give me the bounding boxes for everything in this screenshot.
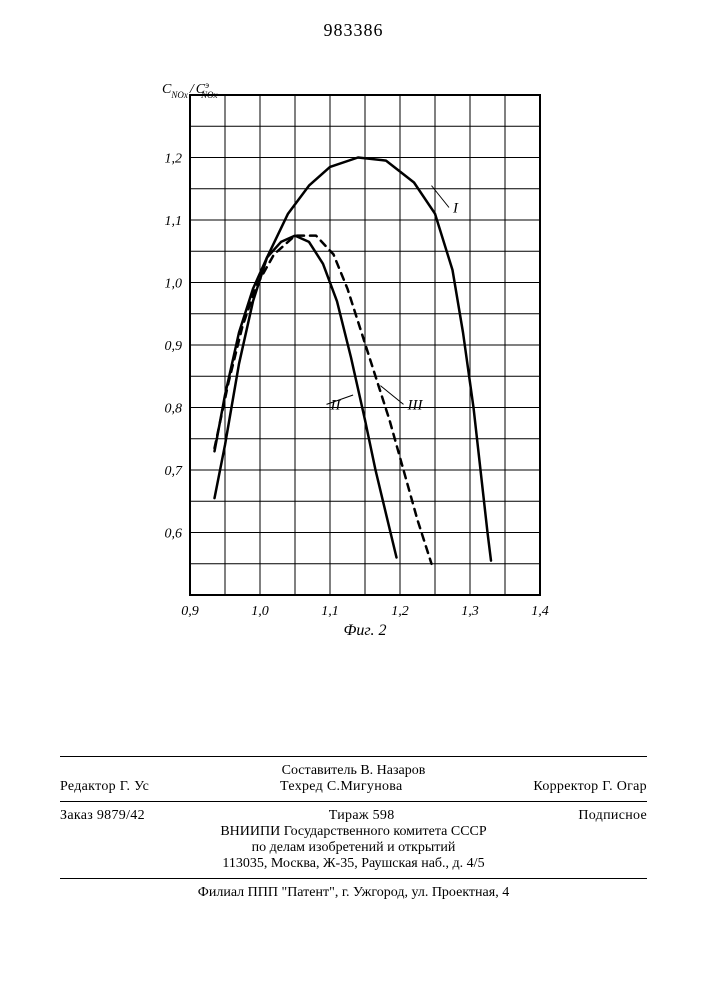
corr-label: Корректор	[533, 779, 598, 794]
editor-label: Редактор	[60, 779, 116, 794]
chart-svg: 0,91,01,11,21,31,40,60,70,80,91,01,11,2C…	[130, 75, 560, 635]
order-value: 9879/42	[97, 808, 145, 823]
footer-rule-top	[60, 756, 647, 757]
svg-text:Фиг. 2: Фиг. 2	[344, 622, 387, 635]
svg-text:0,6: 0,6	[165, 527, 183, 542]
svg-text:1,1: 1,1	[165, 214, 183, 229]
svg-text:0,9: 0,9	[181, 604, 199, 619]
footer-credits-line: Редактор Г. Ус Техред С.Мигунова Коррект…	[60, 779, 647, 795]
footer-org-2: по делам изобретений и открытий	[60, 840, 647, 856]
chart-figure: 0,91,01,11,21,31,40,60,70,80,91,01,11,2C…	[130, 75, 560, 635]
footer-rule-bot	[60, 878, 647, 879]
svg-text:I: I	[452, 201, 459, 217]
svg-text:1,0: 1,0	[165, 277, 183, 292]
subscription: Подписное	[578, 808, 647, 824]
editor-name: Г. Ус	[120, 779, 149, 794]
author-name: В. Назаров	[360, 763, 425, 778]
tech-label: Техред	[280, 779, 323, 794]
svg-text:1,4: 1,4	[531, 604, 549, 619]
svg-text:0,7: 0,7	[165, 464, 184, 479]
svg-text:1,1: 1,1	[321, 604, 339, 619]
print-value: 598	[373, 808, 395, 823]
svg-text:III: III	[407, 397, 424, 413]
author-label: Составитель	[282, 763, 357, 778]
footer-addr: 113035, Москва, Ж-35, Раушская наб., д. …	[60, 856, 647, 872]
svg-text:1,2: 1,2	[391, 604, 409, 619]
footer-block: Составитель В. Назаров Редактор Г. Ус Те…	[60, 750, 647, 901]
footer-author-line: Составитель В. Назаров	[60, 763, 647, 779]
footer-branch: Филиал ППП "Патент", г. Ужгород, ул. Про…	[60, 885, 647, 901]
corr-name: Г. Огар	[602, 779, 647, 794]
svg-text:1,3: 1,3	[461, 604, 479, 619]
tech-name: С.Мигунова	[327, 779, 403, 794]
svg-text:0,8: 0,8	[165, 402, 183, 417]
page: 983386 0,9 1,0 1,1 1,2 1,3 1,4 0,6 0,7 0,8 0,9 1,0…	[0, 0, 707, 1000]
svg-text:0,9: 0,9	[165, 339, 183, 354]
order-label: Заказ	[60, 808, 93, 823]
svg-text:1,0: 1,0	[251, 604, 269, 619]
document-number: 983386	[0, 20, 707, 41]
print-label: Тираж	[329, 808, 369, 823]
svg-text:II: II	[330, 397, 342, 413]
footer-order-line: Заказ 9879/42 Тираж 598 Подписное	[60, 808, 647, 824]
footer-rule-mid	[60, 801, 647, 802]
footer-org-1: ВНИИПИ Государственного комитета СССР	[60, 824, 647, 840]
svg-text:1,2: 1,2	[165, 152, 183, 167]
